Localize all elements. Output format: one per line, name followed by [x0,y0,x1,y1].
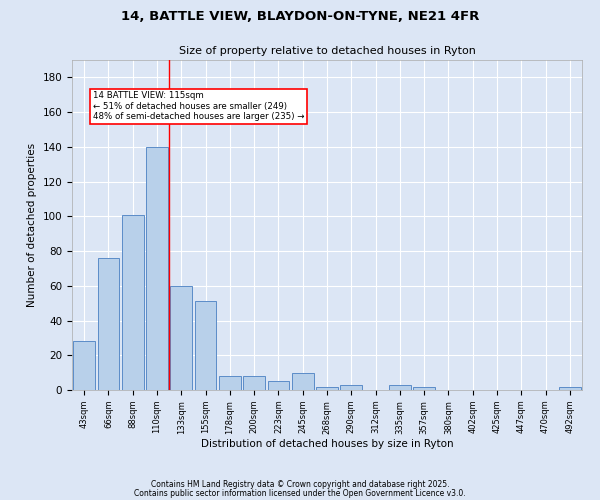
Bar [170,286,192,390]
Bar [97,258,119,390]
Bar [389,385,411,390]
Bar [413,386,435,390]
Bar [559,386,581,390]
Title: Size of property relative to detached houses in Ryton: Size of property relative to detached ho… [179,46,475,56]
Text: 14, BATTLE VIEW, BLAYDON-ON-TYNE, NE21 4FR: 14, BATTLE VIEW, BLAYDON-ON-TYNE, NE21 4… [121,10,479,23]
Bar [122,214,143,390]
Bar [146,147,168,390]
Bar [340,385,362,390]
Bar [268,382,289,390]
Bar [243,376,265,390]
Bar [292,372,314,390]
Bar [73,342,95,390]
Text: 14 BATTLE VIEW: 115sqm
← 51% of detached houses are smaller (249)
48% of semi-de: 14 BATTLE VIEW: 115sqm ← 51% of detached… [92,92,304,121]
Y-axis label: Number of detached properties: Number of detached properties [27,143,37,307]
Bar [316,386,338,390]
Text: Contains HM Land Registry data © Crown copyright and database right 2025.: Contains HM Land Registry data © Crown c… [151,480,449,489]
Text: Contains public sector information licensed under the Open Government Licence v3: Contains public sector information licen… [134,489,466,498]
Bar [194,302,217,390]
X-axis label: Distribution of detached houses by size in Ryton: Distribution of detached houses by size … [200,439,454,449]
Bar [219,376,241,390]
